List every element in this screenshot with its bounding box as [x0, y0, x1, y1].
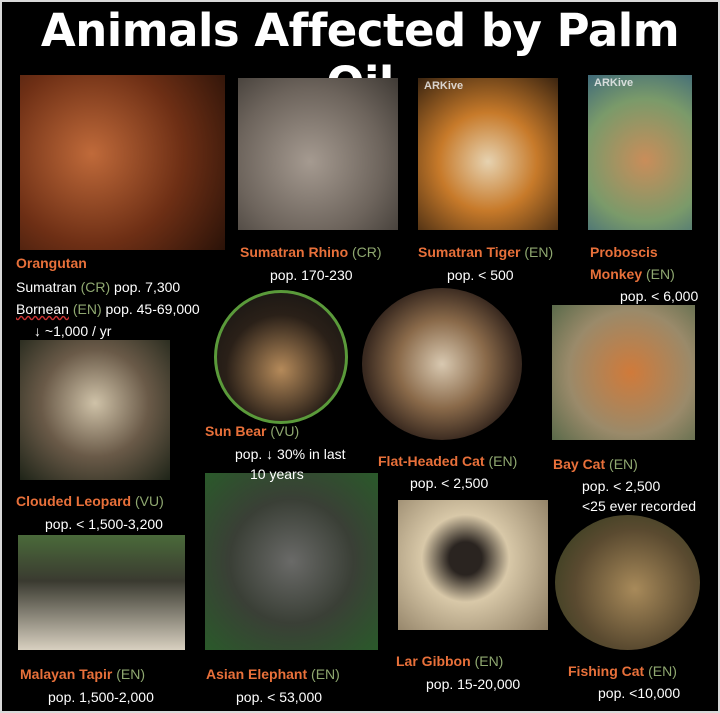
orangutan-subspecies: Bornean	[16, 301, 69, 317]
sumatran-tiger-name: Sumatran Tiger	[418, 244, 521, 260]
orangutan-name: Orangutan	[16, 255, 87, 271]
clouded-leopard-name: Clouded Leopard	[16, 493, 132, 509]
asian-elephant-name: Asian Elephant	[206, 666, 308, 682]
arkive-watermark: ARKive	[424, 80, 464, 92]
orangutan-info-line: Sumatran (CR) pop. 7,300	[16, 278, 180, 296]
sumatran-tiger-info-line: pop. < 500	[447, 266, 514, 284]
fishing-cat-photo	[555, 515, 700, 650]
asian-elephant-status: (EN)	[311, 666, 340, 682]
malayan-tapir-name-label: Malayan Tapir (EN)	[20, 665, 145, 683]
bay-cat-info-line: <25 ever recorded	[582, 497, 696, 515]
asian-elephant-info-line: pop. < 53,000	[236, 688, 322, 706]
sumatran-tiger-population: pop. < 500	[447, 267, 514, 283]
bay-cat-name: Bay Cat	[553, 456, 606, 472]
sun-bear-photo	[214, 290, 348, 424]
lar-gibbon-status: (EN)	[474, 653, 504, 669]
orangutan-info-line: ↓ ~1,000 / yr	[34, 322, 111, 340]
orangutan-population: pop. 45-69,000	[105, 301, 200, 317]
proboscis-monkey-status: (EN)	[646, 266, 675, 282]
bay-cat-status: (EN)	[609, 456, 638, 472]
orangutan-subspecies-status: (CR)	[80, 279, 111, 295]
fishing-cat-info-line: pop. <10,000	[598, 684, 680, 702]
proboscis-monkey-name-2: Monkey	[590, 266, 643, 282]
proboscis-monkey-name-label: Proboscis	[590, 243, 658, 261]
lar-gibbon-info-line: pop. 15-20,000	[426, 675, 520, 693]
proboscis-monkey-photo: ARKive	[588, 75, 692, 230]
bay-cat-photo	[552, 305, 695, 440]
flat-headed-cat-population: pop. < 2,500	[410, 475, 489, 491]
malayan-tapir-photo	[18, 535, 185, 650]
flat-headed-cat-status: (EN)	[488, 453, 518, 469]
orangutan-subspecies-status: (EN)	[72, 301, 102, 317]
sun-bear-name-label: Sun Bear (VU)	[205, 422, 299, 440]
orangutan-population: ↓ ~1,000 / yr	[34, 323, 112, 339]
sun-bear-info-line: pop. ↓ 30% in last	[235, 445, 346, 463]
sumatran-rhino-name: Sumatran Rhino	[240, 244, 349, 260]
fishing-cat-name-label: Fishing Cat (EN)	[568, 662, 677, 680]
fishing-cat-population: pop. <10,000	[598, 685, 681, 701]
sun-bear-population: pop. ↓ 30% in last	[235, 446, 346, 462]
lar-gibbon-population: pop. 15-20,000	[426, 676, 521, 692]
asian-elephant-population: pop. < 53,000	[236, 689, 323, 705]
orangutan-name-label: Orangutan	[16, 254, 87, 272]
fishing-cat-name: Fishing Cat	[568, 663, 645, 679]
bay-cat-info-line: pop. < 2,500	[582, 477, 660, 495]
lar-gibbon-photo	[398, 500, 548, 630]
flat-headed-cat-photo	[362, 288, 522, 440]
clouded-leopard-photo	[20, 340, 170, 480]
proboscis-monkey-name: Proboscis	[590, 244, 658, 260]
clouded-leopard-info-line: pop. < 1,500-3,200	[45, 515, 163, 533]
sumatran-rhino-photo	[238, 78, 398, 230]
sumatran-rhino-status: (CR)	[352, 244, 382, 260]
sumatran-tiger-name-label: Sumatran Tiger (EN)	[418, 243, 553, 261]
sumatran-rhino-name-label: Sumatran Rhino (CR)	[240, 243, 382, 261]
arkive-watermark: ARKive	[594, 77, 634, 89]
clouded-leopard-population: pop. < 1,500-3,200	[45, 516, 163, 532]
sun-bear-name: Sun Bear	[205, 423, 267, 439]
proboscis-monkey-name-line2: Monkey (EN)	[590, 265, 675, 283]
lar-gibbon-name: Lar Gibbon	[396, 653, 471, 669]
orangutan-photo	[20, 75, 225, 250]
sumatran-rhino-population: pop. 170-230	[270, 267, 353, 283]
orangutan-subspecies: Sumatran	[16, 279, 77, 295]
sumatran-rhino-info-line: pop. 170-230	[270, 266, 353, 284]
malayan-tapir-population: pop. 1,500-2,000	[48, 689, 154, 705]
sun-bear-population: 10 years	[250, 466, 304, 482]
bay-cat-population: <25 ever recorded	[582, 498, 697, 514]
malayan-tapir-status: (EN)	[116, 666, 145, 682]
sumatran-tiger-photo: ARKive	[418, 78, 558, 230]
flat-headed-cat-info-line: pop. < 2,500	[410, 474, 488, 492]
asian-elephant-name-label: Asian Elephant (EN)	[206, 665, 340, 683]
proboscis-monkey-population: pop. < 6,000	[620, 288, 699, 304]
malayan-tapir-name: Malayan Tapir	[20, 666, 113, 682]
bay-cat-name-label: Bay Cat (EN)	[553, 455, 638, 473]
flat-headed-cat-name: Flat-Headed Cat	[378, 453, 485, 469]
proboscis-monkey-info-line: pop. < 6,000	[620, 287, 698, 305]
orangutan-info-line: Bornean (EN) pop. 45-69,000	[16, 300, 200, 318]
orangutan-population: pop. 7,300	[114, 279, 181, 295]
clouded-leopard-status: (VU)	[135, 493, 164, 509]
clouded-leopard-name-label: Clouded Leopard (VU)	[16, 492, 164, 510]
sun-bear-status: (VU)	[270, 423, 300, 439]
asian-elephant-photo	[205, 473, 378, 650]
lar-gibbon-name-label: Lar Gibbon (EN)	[396, 652, 503, 670]
fishing-cat-status: (EN)	[648, 663, 677, 679]
sun-bear-info-line: 10 years	[250, 465, 304, 483]
bay-cat-population: pop. < 2,500	[582, 478, 661, 494]
sumatran-tiger-status: (EN)	[524, 244, 554, 260]
malayan-tapir-info-line: pop. 1,500-2,000	[48, 688, 154, 706]
flat-headed-cat-name-label: Flat-Headed Cat (EN)	[378, 452, 517, 470]
